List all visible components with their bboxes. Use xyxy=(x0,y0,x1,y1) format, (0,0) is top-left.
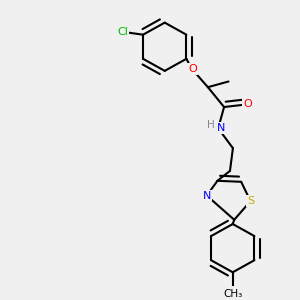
Text: N: N xyxy=(202,190,211,200)
Text: CH₃: CH₃ xyxy=(223,289,242,298)
Text: S: S xyxy=(247,196,254,206)
Text: H: H xyxy=(207,121,215,130)
Text: Cl: Cl xyxy=(117,27,128,37)
Text: O: O xyxy=(188,64,197,74)
Text: N: N xyxy=(217,123,225,133)
Text: O: O xyxy=(243,99,252,109)
